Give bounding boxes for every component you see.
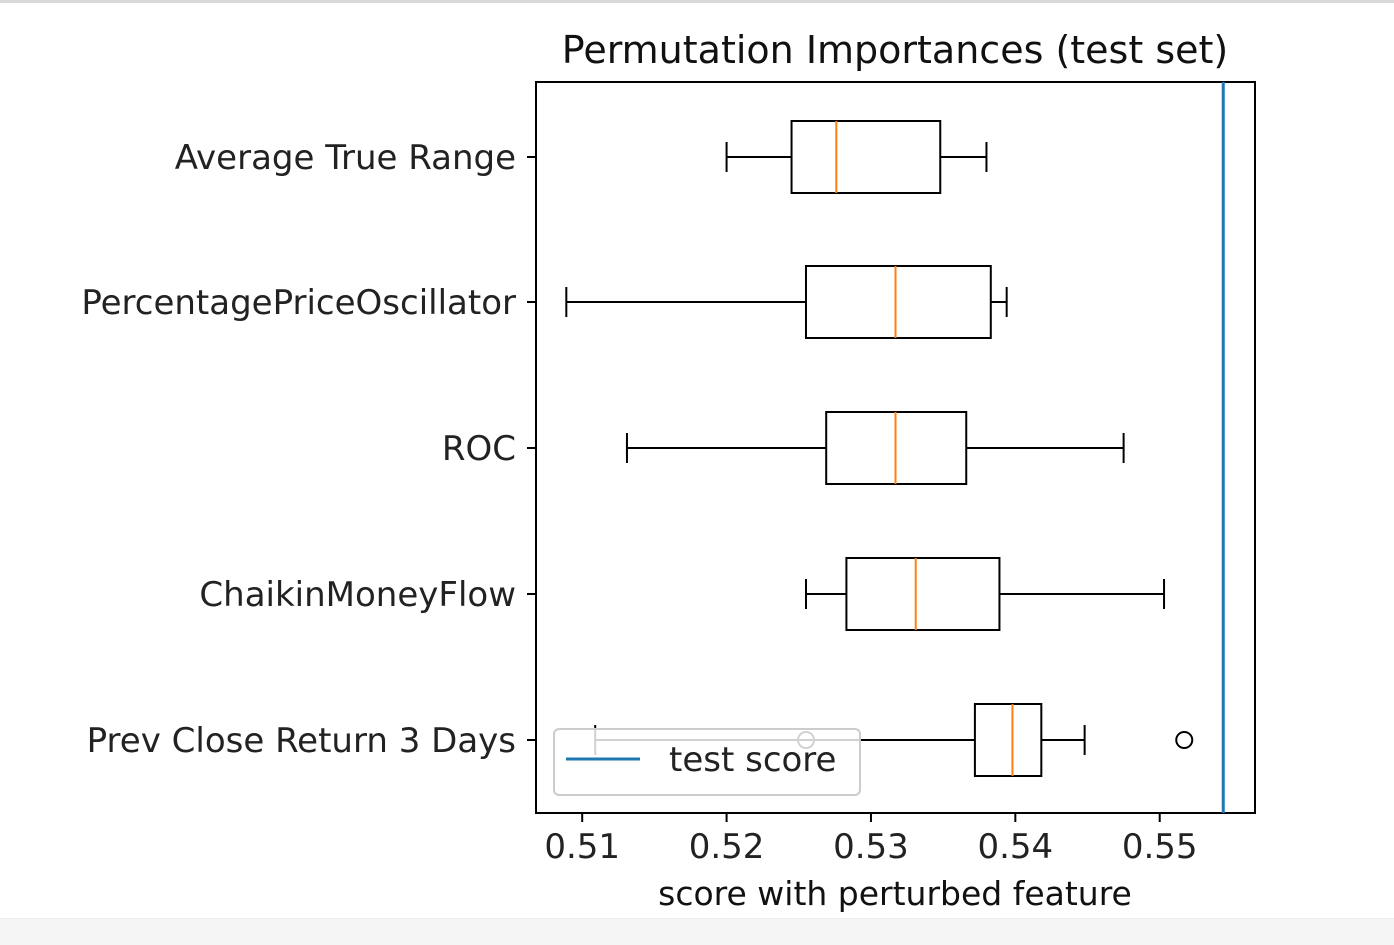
box-1 [565,265,1008,339]
y-tick-label: ROC [442,429,516,469]
y-tick-label: ChaikinMoneyFlow [199,575,516,615]
x-tick-label: 0.53 [833,827,909,867]
x-axis-ticks: 0.51 0.52 0.53 0.54 0.55 [544,813,1198,867]
y-axis-ticks: Average True Range PercentagePriceOscilla… [81,138,536,761]
box-iqr [790,120,942,194]
box-0 [725,120,988,194]
x-tick-label: 0.51 [544,827,620,867]
boxplot-layer [565,120,1194,777]
y-tick-label: PercentagePriceOscillator [81,283,516,323]
legend: test score [553,728,861,796]
top-border [0,0,1394,3]
x-tick-label: 0.52 [689,827,765,867]
box-iqr [804,265,992,339]
legend-frame [553,728,861,796]
box-iqr [973,703,1043,777]
bottom-panel-strip [0,918,1394,945]
y-tick-label: Average True Range [175,138,516,178]
box-iqr [845,557,1001,631]
x-tick-label: 0.54 [977,827,1053,867]
x-axis-label: score with perturbed feature [658,874,1132,913]
legend-label-test-score: test score [669,740,836,780]
x-tick-label: 0.55 [1122,827,1198,867]
outlier-point [1175,731,1194,749]
box-3 [804,557,1166,631]
chart-title: Permutation Importances (test set) [562,28,1228,72]
y-tick-label: Prev Close Return 3 Days [87,721,516,761]
box-2 [625,411,1125,485]
